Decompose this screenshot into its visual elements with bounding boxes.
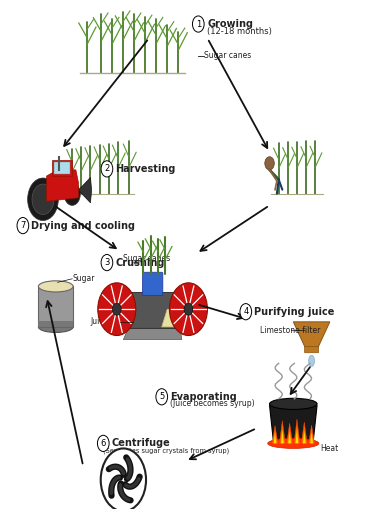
Circle shape [101, 254, 113, 271]
Text: Purifying juice: Purifying juice [254, 307, 335, 317]
Text: 4: 4 [243, 307, 249, 316]
Text: Harvesting: Harvesting [115, 164, 176, 174]
FancyBboxPatch shape [39, 321, 73, 327]
Circle shape [98, 283, 136, 335]
Polygon shape [270, 406, 317, 439]
Circle shape [265, 157, 274, 170]
Polygon shape [124, 327, 182, 339]
Text: Juice: Juice [91, 317, 109, 326]
Text: 5: 5 [159, 392, 164, 401]
Polygon shape [294, 419, 300, 443]
Text: 6: 6 [101, 439, 106, 448]
Polygon shape [295, 429, 298, 443]
Circle shape [64, 183, 80, 205]
Text: (Separates sugar crystals from syrup): (Separates sugar crystals from syrup) [103, 447, 230, 454]
Text: Sugar canes: Sugar canes [124, 254, 171, 263]
Polygon shape [293, 322, 330, 347]
FancyBboxPatch shape [129, 292, 175, 328]
Text: Crushing: Crushing [115, 258, 165, 268]
Text: 1: 1 [196, 19, 201, 29]
Circle shape [101, 449, 146, 511]
Polygon shape [78, 178, 92, 203]
Ellipse shape [309, 355, 315, 367]
Polygon shape [162, 309, 191, 327]
Text: Growing: Growing [207, 19, 253, 29]
Circle shape [240, 304, 252, 320]
Circle shape [112, 303, 121, 315]
Polygon shape [310, 433, 313, 443]
Polygon shape [301, 422, 307, 443]
Circle shape [98, 435, 109, 452]
Polygon shape [272, 425, 278, 443]
Circle shape [27, 178, 58, 221]
FancyBboxPatch shape [142, 272, 163, 295]
Circle shape [101, 161, 113, 177]
Polygon shape [52, 160, 72, 176]
Polygon shape [287, 423, 293, 443]
Polygon shape [279, 420, 285, 443]
Circle shape [32, 184, 54, 215]
Text: 2: 2 [104, 164, 109, 174]
Ellipse shape [270, 398, 317, 410]
Polygon shape [47, 170, 78, 201]
Polygon shape [303, 431, 306, 443]
Circle shape [156, 389, 168, 405]
Text: Drying and cooling: Drying and cooling [31, 221, 135, 230]
Circle shape [17, 218, 29, 233]
Circle shape [184, 303, 193, 315]
Ellipse shape [39, 281, 73, 292]
Text: (Juice becomes syrup): (Juice becomes syrup) [170, 399, 255, 409]
Text: Centrifuge: Centrifuge [112, 438, 170, 449]
Text: Sugar canes: Sugar canes [204, 51, 251, 60]
Text: Sugar: Sugar [72, 274, 95, 283]
Polygon shape [288, 431, 291, 443]
Polygon shape [273, 433, 276, 443]
Text: (12-18 months): (12-18 months) [207, 27, 272, 36]
Ellipse shape [268, 438, 319, 449]
Polygon shape [281, 430, 284, 443]
FancyBboxPatch shape [39, 286, 73, 327]
Text: Evaporating: Evaporating [170, 392, 237, 402]
Text: Heat: Heat [321, 444, 339, 453]
Circle shape [193, 16, 204, 32]
Polygon shape [54, 162, 70, 174]
Text: 7: 7 [20, 221, 26, 230]
FancyBboxPatch shape [305, 347, 319, 353]
Text: Limestone filter: Limestone filter [260, 326, 321, 335]
Circle shape [170, 283, 207, 335]
Text: 3: 3 [104, 258, 109, 267]
Polygon shape [309, 425, 315, 443]
Ellipse shape [39, 322, 73, 332]
